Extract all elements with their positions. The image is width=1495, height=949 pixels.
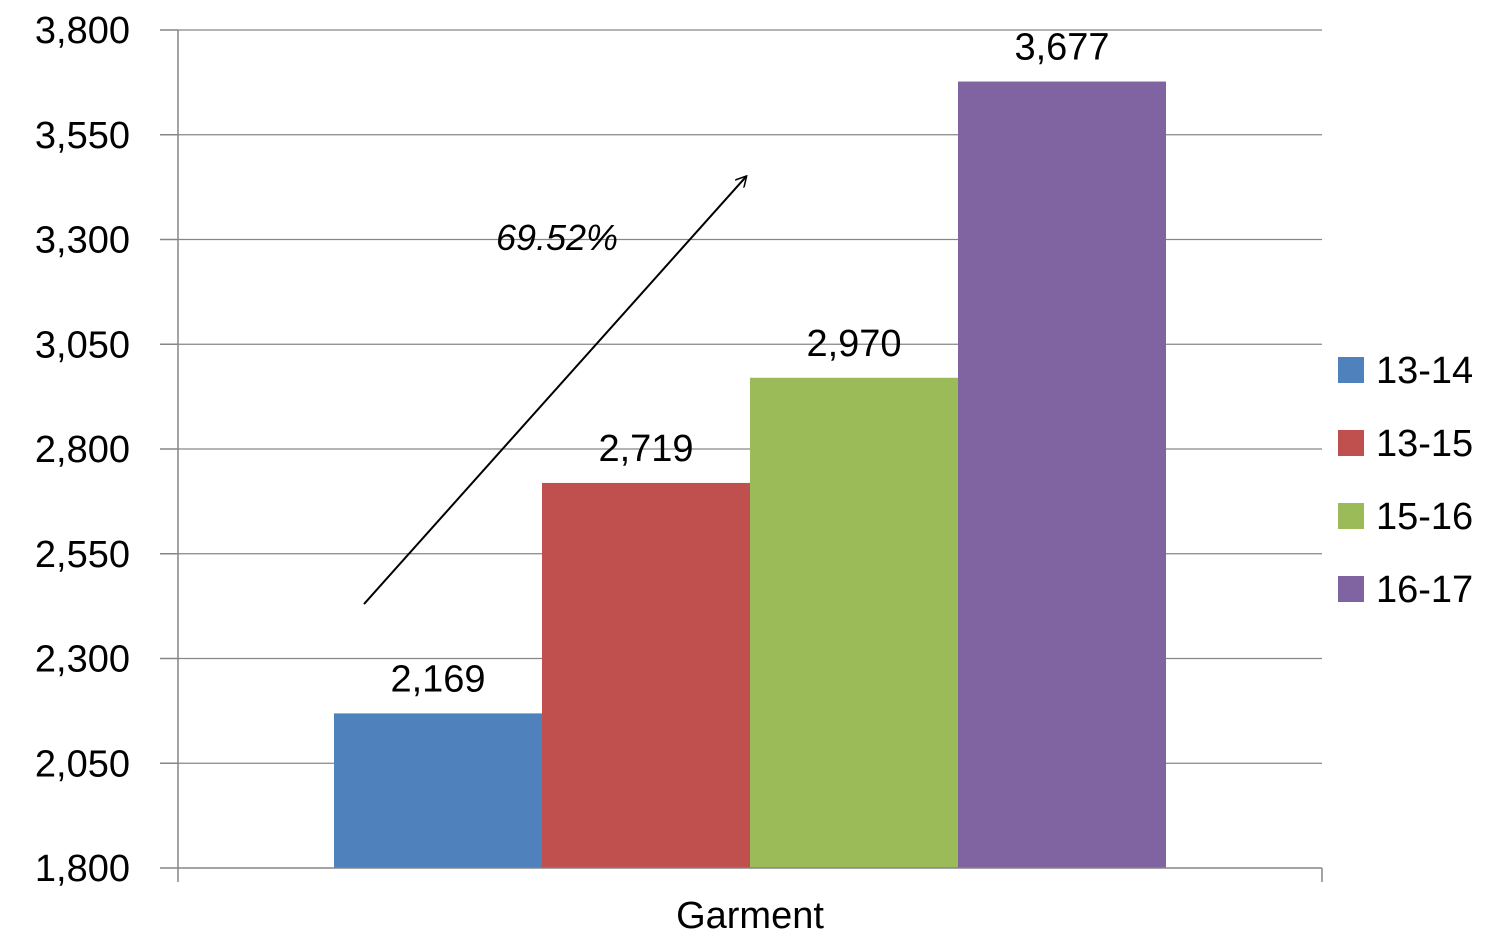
bars: [334, 81, 1166, 869]
y-tick-label: 3,300: [35, 220, 130, 262]
y-tick-label: 3,550: [35, 115, 130, 157]
x-axis-labels: Garment: [177, 868, 1323, 937]
growth-annotation-label: 69.52%: [496, 217, 618, 258]
legend-label-15-16: 15-16: [1376, 496, 1473, 538]
bar-16-17: [958, 81, 1166, 869]
y-tick-label: 2,300: [35, 639, 130, 681]
legend-swatch-13-15: [1338, 430, 1364, 456]
legend-label-13-14: 13-14: [1376, 350, 1473, 392]
y-tick-label: 3,800: [35, 10, 130, 52]
legend-swatch-13-14: [1338, 357, 1364, 383]
y-tick-label: 2,050: [35, 743, 130, 785]
annotation: 69.52%: [363, 177, 746, 605]
y-axis-ticks: 1,800 2,050 2,300 2,550 2,800 3,050 3,300 3,550…: [35, 10, 178, 890]
bar-15-16: [750, 377, 958, 868]
bar-13-14: [334, 713, 542, 868]
data-labels: 2,169 2,719 2,970 3,677: [390, 27, 1109, 701]
y-tick-label: 2,550: [35, 534, 130, 576]
legend-swatch-16-17: [1338, 576, 1364, 602]
data-label-16-17: 3,677: [1014, 27, 1109, 69]
legend-label-13-15: 13-15: [1376, 423, 1473, 465]
legend-label-16-17: 16-17: [1376, 569, 1473, 611]
data-label-13-15: 2,719: [598, 428, 693, 470]
growth-arrow: [363, 177, 746, 605]
y-tick-label: 2,800: [35, 429, 130, 471]
legend-swatch-15-16: [1338, 503, 1364, 529]
data-label-15-16: 2,970: [806, 323, 901, 365]
data-label-13-14: 2,169: [390, 658, 485, 700]
x-category-label: Garment: [676, 895, 824, 937]
bar-13-15: [542, 482, 750, 868]
legend: 13-14 13-15 15-16 16-17: [1338, 350, 1473, 611]
y-tick-label: 3,050: [35, 324, 130, 366]
y-tick-label: 1,800: [35, 848, 130, 890]
